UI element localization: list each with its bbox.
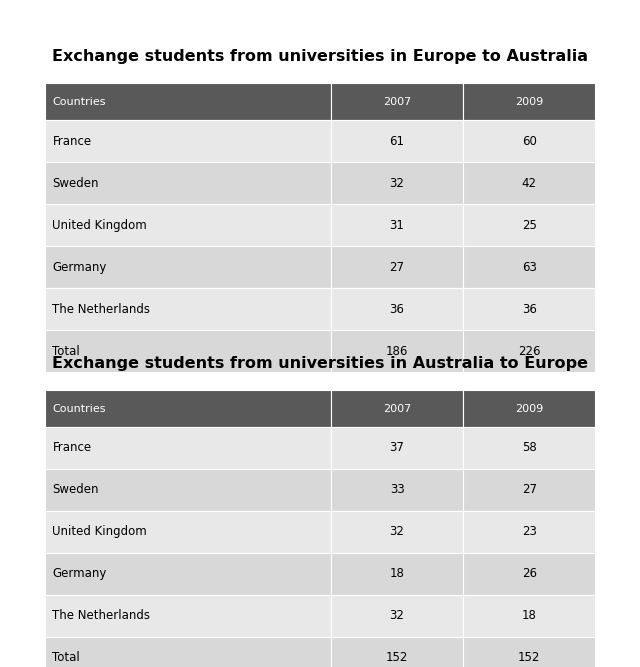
Text: 26: 26 bbox=[522, 568, 537, 580]
Text: 2009: 2009 bbox=[515, 97, 543, 107]
Bar bbox=[463, 390, 595, 427]
Text: Sweden: Sweden bbox=[52, 484, 99, 496]
Text: Germany: Germany bbox=[52, 261, 107, 273]
Bar bbox=[331, 288, 463, 330]
Text: Exchange students from universities in Europe to Australia: Exchange students from universities in E… bbox=[52, 49, 588, 64]
Text: 186: 186 bbox=[386, 345, 408, 358]
Text: 58: 58 bbox=[522, 442, 536, 454]
Bar bbox=[45, 553, 331, 595]
Text: 152: 152 bbox=[518, 652, 540, 664]
Bar bbox=[463, 553, 595, 595]
Bar bbox=[463, 162, 595, 204]
Bar bbox=[463, 120, 595, 162]
Text: 63: 63 bbox=[522, 261, 536, 273]
Bar bbox=[45, 330, 331, 372]
Bar bbox=[331, 469, 463, 511]
Text: 27: 27 bbox=[522, 484, 537, 496]
Text: 32: 32 bbox=[390, 610, 404, 622]
Text: 31: 31 bbox=[390, 219, 404, 231]
Text: 32: 32 bbox=[390, 177, 404, 189]
Bar bbox=[45, 469, 331, 511]
Bar bbox=[463, 83, 595, 120]
Bar bbox=[45, 427, 331, 469]
Bar bbox=[331, 162, 463, 204]
Bar bbox=[331, 595, 463, 637]
Bar bbox=[45, 246, 331, 288]
Bar bbox=[331, 120, 463, 162]
Text: 2007: 2007 bbox=[383, 97, 411, 107]
Text: 2007: 2007 bbox=[383, 404, 411, 414]
Text: Total: Total bbox=[52, 652, 80, 664]
Bar bbox=[463, 511, 595, 553]
Bar bbox=[463, 246, 595, 288]
Bar bbox=[45, 162, 331, 204]
Text: 37: 37 bbox=[390, 442, 404, 454]
Bar bbox=[45, 83, 331, 120]
Bar bbox=[45, 637, 331, 667]
Text: 18: 18 bbox=[522, 610, 536, 622]
Text: 226: 226 bbox=[518, 345, 540, 358]
Bar bbox=[45, 511, 331, 553]
Text: United Kingdom: United Kingdom bbox=[52, 526, 147, 538]
Bar bbox=[45, 204, 331, 246]
Bar bbox=[331, 390, 463, 427]
Bar bbox=[331, 511, 463, 553]
Text: 25: 25 bbox=[522, 219, 536, 231]
Text: 32: 32 bbox=[390, 526, 404, 538]
Bar bbox=[45, 288, 331, 330]
Text: United Kingdom: United Kingdom bbox=[52, 219, 147, 231]
Bar bbox=[463, 427, 595, 469]
Text: France: France bbox=[52, 442, 92, 454]
Bar bbox=[463, 469, 595, 511]
Text: 27: 27 bbox=[390, 261, 404, 273]
Text: 61: 61 bbox=[390, 135, 404, 147]
Bar bbox=[463, 204, 595, 246]
Text: 42: 42 bbox=[522, 177, 537, 189]
Bar bbox=[331, 637, 463, 667]
Text: Countries: Countries bbox=[52, 404, 106, 414]
Text: Exchange students from universities in Australia to Europe: Exchange students from universities in A… bbox=[52, 356, 588, 371]
Bar bbox=[463, 288, 595, 330]
Bar bbox=[331, 427, 463, 469]
Text: Countries: Countries bbox=[52, 97, 106, 107]
Bar bbox=[45, 595, 331, 637]
Text: 36: 36 bbox=[390, 303, 404, 315]
Bar bbox=[45, 120, 331, 162]
Bar bbox=[463, 330, 595, 372]
Bar bbox=[331, 204, 463, 246]
Bar bbox=[331, 246, 463, 288]
Text: 2009: 2009 bbox=[515, 404, 543, 414]
Bar bbox=[331, 83, 463, 120]
Text: 23: 23 bbox=[522, 526, 536, 538]
Text: 33: 33 bbox=[390, 484, 404, 496]
Bar bbox=[331, 553, 463, 595]
Text: 18: 18 bbox=[390, 568, 404, 580]
Text: 36: 36 bbox=[522, 303, 536, 315]
Text: Total: Total bbox=[52, 345, 80, 358]
Text: The Netherlands: The Netherlands bbox=[52, 610, 150, 622]
Text: The Netherlands: The Netherlands bbox=[52, 303, 150, 315]
Bar bbox=[463, 637, 595, 667]
Text: 60: 60 bbox=[522, 135, 536, 147]
Bar bbox=[45, 390, 331, 427]
Bar bbox=[463, 595, 595, 637]
Text: Sweden: Sweden bbox=[52, 177, 99, 189]
Text: 152: 152 bbox=[386, 652, 408, 664]
Bar bbox=[331, 330, 463, 372]
Text: France: France bbox=[52, 135, 92, 147]
Text: Germany: Germany bbox=[52, 568, 107, 580]
